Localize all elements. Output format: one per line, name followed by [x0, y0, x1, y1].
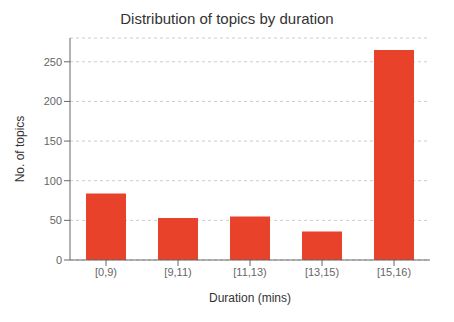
- svg-text:200: 200: [44, 95, 62, 107]
- svg-text:No. of topics: No. of topics: [13, 116, 27, 183]
- svg-text:100: 100: [44, 175, 62, 187]
- svg-text:250: 250: [44, 56, 62, 68]
- html-text:Distribution of topics by dura: Distribution of topics by duration: [120, 10, 334, 27]
- svg-text:[15,16): [15,16): [377, 266, 411, 278]
- svg-text:[11,13): [11,13): [233, 266, 266, 278]
- svg-text:150: 150: [44, 135, 62, 147]
- svg-text:50: 50: [50, 214, 62, 226]
- svg-text:[9,11): [9,11): [164, 266, 191, 278]
- svg-text:[13,15): [13,15): [305, 266, 339, 278]
- svg-text:[0,9): [0,9): [95, 266, 117, 278]
- svg-text:0: 0: [56, 254, 62, 266]
- svg-text:Duration (mins): Duration (mins): [209, 291, 291, 305]
